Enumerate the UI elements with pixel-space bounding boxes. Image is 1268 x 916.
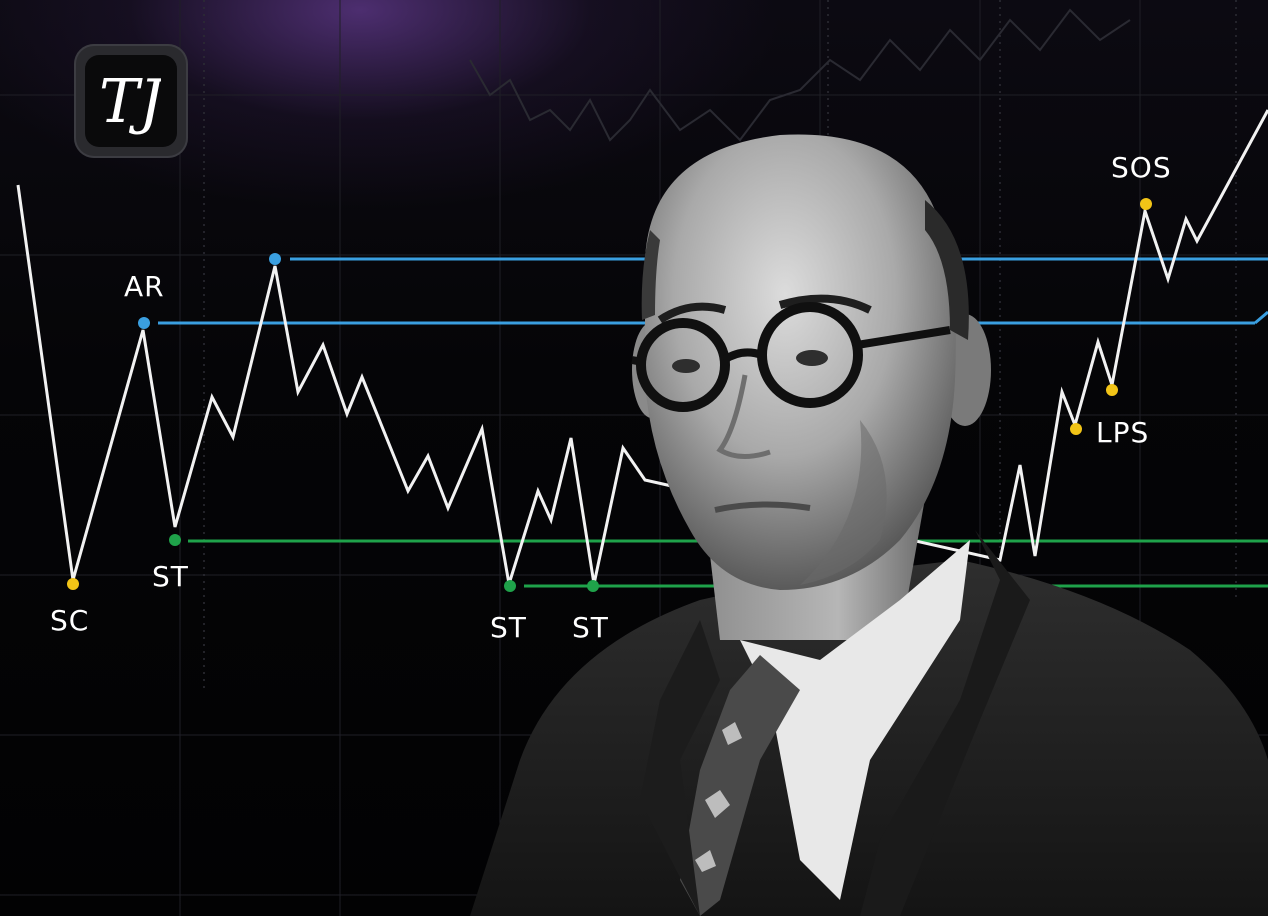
label-st-2: ST xyxy=(152,560,189,593)
marker-sc-0 xyxy=(67,578,79,590)
nose xyxy=(716,374,771,459)
marker-upper-resistance xyxy=(269,253,281,265)
left-eye xyxy=(672,359,700,373)
hair-left xyxy=(641,230,660,320)
label-ar-1: AR xyxy=(124,270,165,303)
shirt-collar xyxy=(740,540,970,900)
right-eye xyxy=(796,350,828,366)
label-st-4: ST xyxy=(572,611,609,644)
tj-monogram-glyph: TJ xyxy=(101,67,161,136)
price-line xyxy=(16,109,1268,585)
left-eyebrow xyxy=(657,302,727,324)
label-sc-0: SC xyxy=(50,604,89,637)
marker-lps-secondary xyxy=(1106,384,1118,396)
marker-sos-6 xyxy=(1140,198,1152,210)
logo-letters: TJ xyxy=(101,67,161,136)
marker-st-4 xyxy=(587,580,599,592)
tie-pattern xyxy=(695,722,742,872)
marker-ar-1 xyxy=(138,317,150,329)
marker-st-2 xyxy=(169,534,181,546)
hair-right xyxy=(925,200,969,340)
ar-resistance-line-tail xyxy=(1254,310,1268,325)
label-lps-5: LPS xyxy=(1096,416,1149,449)
round-glasses xyxy=(631,302,951,412)
mouth xyxy=(714,501,811,513)
label-st-3: ST xyxy=(490,611,527,644)
right-eyebrow xyxy=(778,294,872,314)
monogram-logo-icon: TJ xyxy=(85,55,177,147)
marker-lps-5 xyxy=(1070,423,1082,435)
right-lapel xyxy=(860,530,1030,916)
left-lapel xyxy=(640,620,720,916)
label-sos-6: SOS xyxy=(1111,151,1172,184)
brand-logo: TJ xyxy=(74,44,188,158)
marker-st-3 xyxy=(504,580,516,592)
